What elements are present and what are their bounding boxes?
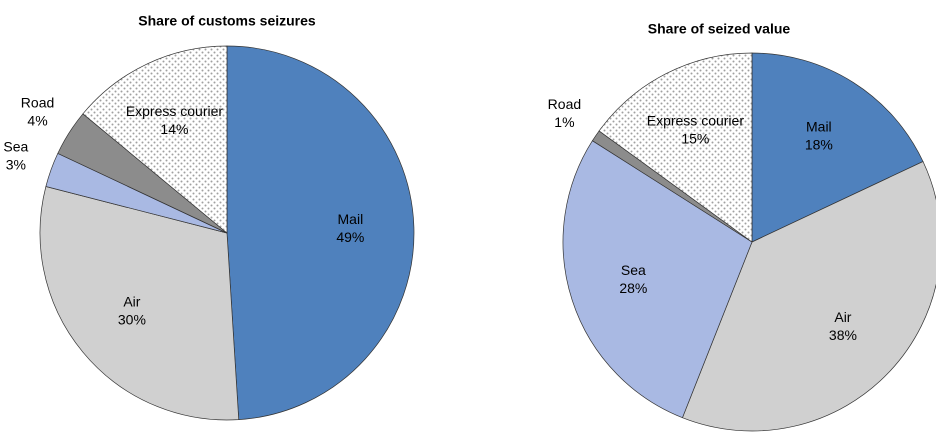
pie-slice xyxy=(681,161,936,432)
slice-value-label: 15% xyxy=(681,131,709,147)
slice-value-label: 38% xyxy=(829,327,857,343)
slice-label: Air xyxy=(123,293,140,309)
slice-value-label: 3% xyxy=(6,157,26,173)
slice-label: Air xyxy=(834,309,851,325)
slice-value-label: 18% xyxy=(805,136,833,152)
slice-value-label: 1% xyxy=(554,114,574,130)
pie-slice xyxy=(562,140,753,419)
slice-label: Express courier xyxy=(126,103,224,119)
slice-value-label: 28% xyxy=(619,280,647,296)
slice-label: Mail xyxy=(338,211,364,227)
slice-label: Road xyxy=(21,94,54,110)
slice-label: Express courier xyxy=(647,113,745,129)
slice-label: Sea xyxy=(621,262,646,278)
slice-label: Sea xyxy=(3,139,28,155)
slice-value-label: 4% xyxy=(27,112,47,128)
chart-title: Share of customs seizures xyxy=(138,13,316,29)
slice-value-label: 30% xyxy=(118,311,146,327)
pie-slice xyxy=(226,45,415,421)
pie-slice xyxy=(82,45,228,234)
slice-value-label: 49% xyxy=(336,229,364,245)
pie-slice xyxy=(39,186,240,421)
slice-label: Road xyxy=(548,96,581,112)
slice-value-label: 14% xyxy=(160,121,188,137)
pie-slice xyxy=(598,52,753,243)
pie-slice xyxy=(751,52,924,243)
chart-title: Share of seized value xyxy=(648,21,791,37)
slice-label: Mail xyxy=(806,118,832,134)
